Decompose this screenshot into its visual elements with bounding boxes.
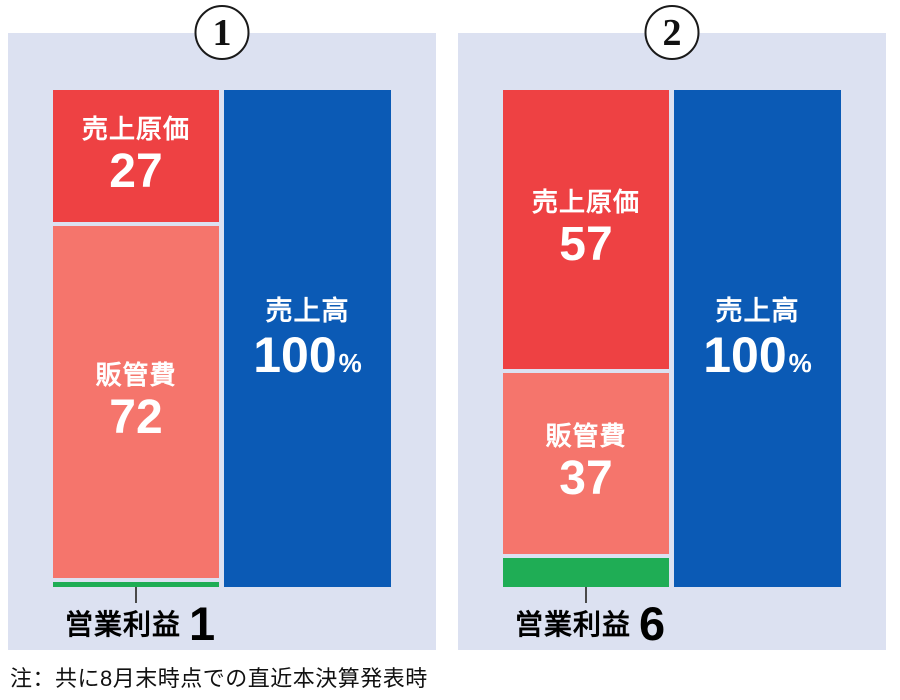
profit-callout-line	[585, 587, 587, 603]
profit-callout-line	[135, 587, 137, 603]
profit-label: 営業利益	[65, 609, 182, 640]
cost-stack: 売上原価 57 販管費 37	[503, 90, 669, 588]
revenue-unit: %	[788, 348, 812, 379]
segment-value: 72	[109, 390, 163, 444]
stack-segment-cogs: 売上原価 57	[503, 90, 669, 369]
segment-value: 27	[109, 144, 163, 198]
profit-callout: 営業利益 1	[65, 596, 216, 650]
stack-segment-profit	[53, 582, 219, 587]
panel-number-badge: 1	[194, 5, 250, 60]
segment-label: 販管費	[95, 360, 177, 391]
cost-stack: 売上原価 27 販管費 72	[53, 90, 219, 587]
segment-value: 57	[559, 217, 613, 271]
panel-number: 2	[662, 11, 682, 54]
bars-area: 売上原価 27 販管費 72 売上高 100 %	[53, 90, 391, 587]
profit-value: 6	[639, 596, 666, 650]
segment-label: 販管費	[545, 421, 627, 452]
revenue-label: 売上高	[265, 295, 350, 326]
stack-segment-sga: 販管費 72	[53, 226, 219, 579]
chart-panel-1: 1 売上原価 27 販管費 72 売上高 100 % 営業利益 1	[8, 5, 436, 650]
revenue-label: 売上高	[715, 295, 800, 326]
revenue-bar: 売上高 100 %	[674, 90, 841, 587]
stack-segment-profit	[503, 557, 669, 588]
profit-value: 1	[189, 596, 216, 650]
profit-label: 営業利益	[515, 609, 632, 640]
revenue-unit: %	[338, 348, 362, 379]
revenue-number: 100 %	[253, 330, 362, 380]
panel-number: 1	[212, 11, 232, 54]
revenue-number: 100 %	[703, 330, 812, 380]
footnote: 注：共に8月末時点での直近本決算発表時	[10, 666, 428, 691]
stack-segment-cogs: 売上原価 27	[53, 90, 219, 223]
bars-area: 売上原価 57 販管費 37 売上高 100 %	[503, 90, 841, 588]
segment-label: 売上原価	[531, 187, 640, 218]
revenue-bar: 売上高 100 %	[224, 90, 391, 587]
chart-panel-2: 2 売上原価 57 販管費 37 売上高 100 % 営業利益 6	[458, 5, 886, 650]
segment-label: 売上原価	[81, 114, 190, 145]
stack-segment-sga: 販管費 37	[503, 372, 669, 554]
panel-number-badge: 2	[644, 5, 700, 60]
revenue-value: 100	[703, 327, 787, 384]
segment-value: 37	[559, 451, 613, 505]
profit-callout: 営業利益 6	[515, 596, 666, 650]
revenue-value: 100	[253, 327, 337, 384]
